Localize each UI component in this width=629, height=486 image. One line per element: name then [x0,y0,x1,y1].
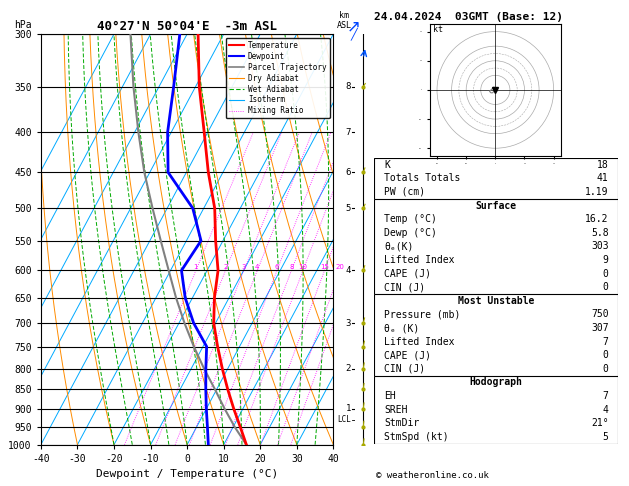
Text: Surface: Surface [476,201,517,210]
Text: CIN (J): CIN (J) [384,364,425,374]
Text: 16.2: 16.2 [585,214,608,224]
Text: 10: 10 [298,264,308,270]
X-axis label: Dewpoint / Temperature (°C): Dewpoint / Temperature (°C) [96,469,278,479]
Text: ↗: ↗ [347,17,361,36]
Text: EH: EH [384,391,396,401]
Text: 6: 6 [345,168,351,177]
Title: 40°27'N 50°04'E  -3m ASL: 40°27'N 50°04'E -3m ASL [97,20,277,33]
Text: StmSpd (kt): StmSpd (kt) [384,432,448,442]
Text: 1: 1 [194,264,198,270]
Text: Pressure (mb): Pressure (mb) [384,310,460,319]
Text: 0: 0 [603,282,608,292]
Text: 6: 6 [275,264,279,270]
Text: 307: 307 [591,323,608,333]
Text: 4: 4 [345,266,351,275]
Text: hPa: hPa [14,20,32,30]
Text: SREH: SREH [384,405,408,415]
Text: 3: 3 [345,318,351,328]
Text: Most Unstable: Most Unstable [458,296,535,306]
Text: Lifted Index: Lifted Index [384,255,455,265]
Text: Hodograph: Hodograph [470,378,523,387]
Text: 0: 0 [603,350,608,360]
Text: 18: 18 [597,160,608,170]
Text: 1: 1 [345,404,351,413]
Text: kt: kt [433,25,443,34]
Text: 7: 7 [603,391,608,401]
Text: θₑ (K): θₑ (K) [384,323,420,333]
Text: 9: 9 [603,255,608,265]
Text: 15: 15 [320,264,329,270]
Text: 8: 8 [289,264,294,270]
Text: 20: 20 [336,264,345,270]
Text: StmDir: StmDir [384,418,420,428]
Text: 0: 0 [603,269,608,278]
Text: 4: 4 [603,405,608,415]
Text: PW (cm): PW (cm) [384,187,425,197]
Text: Totals Totals: Totals Totals [384,174,460,183]
Text: 5.8: 5.8 [591,228,608,238]
Text: LCL: LCL [337,416,351,424]
Text: ╱: ╱ [351,28,357,40]
Text: Dewp (°C): Dewp (°C) [384,228,437,238]
Text: 41: 41 [597,174,608,183]
Text: 7: 7 [603,337,608,347]
Text: 5: 5 [345,204,351,213]
Text: 8: 8 [345,82,351,91]
Text: 3: 3 [242,264,246,270]
Text: 24.04.2024  03GMT (Base: 12): 24.04.2024 03GMT (Base: 12) [374,12,563,22]
Text: 750: 750 [591,310,608,319]
Text: CAPE (J): CAPE (J) [384,350,431,360]
Text: 7: 7 [345,128,351,137]
Text: © weatheronline.co.uk: © weatheronline.co.uk [376,471,489,480]
Text: 303: 303 [591,242,608,251]
Text: 0: 0 [603,364,608,374]
Text: K: K [384,160,390,170]
Text: 4: 4 [255,264,260,270]
Text: CIN (J): CIN (J) [384,282,425,292]
Text: 21°: 21° [591,418,608,428]
Text: 2: 2 [345,364,351,373]
Text: θₑ(K): θₑ(K) [384,242,413,251]
Text: km
ASL: km ASL [337,11,352,30]
Text: Lifted Index: Lifted Index [384,337,455,347]
Text: CAPE (J): CAPE (J) [384,269,431,278]
Text: 5: 5 [603,432,608,442]
Text: 2: 2 [223,264,228,270]
Text: Temp (°C): Temp (°C) [384,214,437,224]
Legend: Temperature, Dewpoint, Parcel Trajectory, Dry Adiabat, Wet Adiabat, Isotherm, Mi: Temperature, Dewpoint, Parcel Trajectory… [226,38,330,119]
Text: 1.19: 1.19 [585,187,608,197]
